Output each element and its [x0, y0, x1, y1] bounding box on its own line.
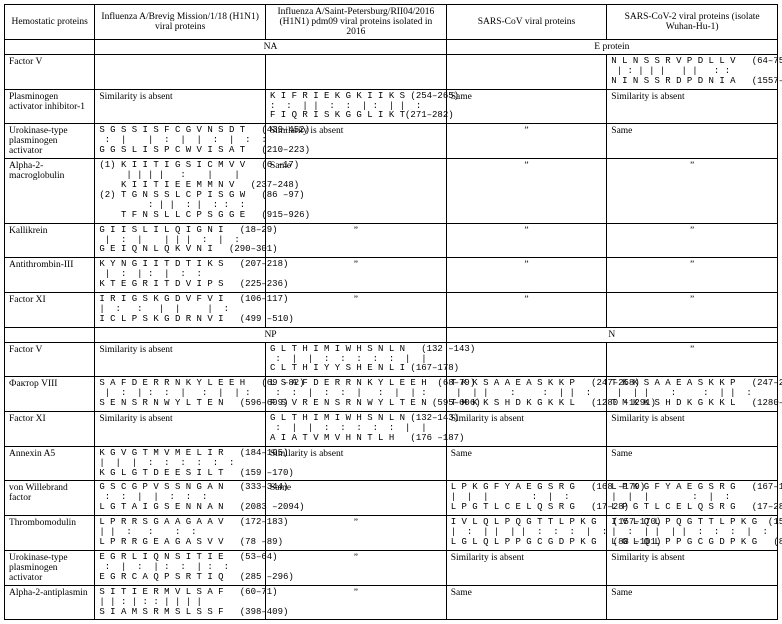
cell-sars-cov-2: Similarity is absent — [607, 412, 778, 447]
cell-influenza-2016: K I F R I E K G K I I K S (254–265) : : … — [266, 89, 447, 124]
protein-name: von Willebrand factor — [5, 481, 95, 516]
cell-sars-cov-2: Similarity is absent — [607, 550, 778, 585]
cell-influenza-1918: Similarity is absent — [95, 89, 266, 124]
cell-sars-cov-2: N L N S S R V P D L L V (64–75) | : | | … — [607, 55, 778, 90]
section-np: NP — [95, 327, 446, 342]
section-blank — [5, 327, 95, 342]
table-row: Factor V N L N S S R V P D L L V (64–75) … — [5, 55, 778, 90]
table-row: von Willebrand factorG S C G P V S S N G… — [5, 481, 778, 516]
cell-sars-cov-2: Same — [607, 446, 778, 481]
protein-name: Factor XI — [5, 412, 95, 447]
table-row: KallikreinG I I S L I L Q I G N I (18–29… — [5, 223, 778, 258]
cell-sars-cov-2: T K K S A A E A S K K P (247–258) | | | … — [607, 377, 778, 412]
cell-sars-cov-2: ” — [607, 258, 778, 293]
cell-sars-cov: ” — [446, 223, 607, 258]
table-row: Plasminogen activator inhibitor-1Similar… — [5, 89, 778, 124]
protein-name: Urokinase-type plasminogen activator — [5, 550, 95, 585]
header-sars-cov: SARS-CoV viral proteins — [446, 5, 607, 40]
cell-influenza-1918: S A F D E R R N K Y L E E H (69 –82) | :… — [95, 377, 266, 412]
cell-sars-cov-2: L P K G F Y A E G S R G (167–178) | | | … — [607, 481, 778, 516]
cell-sars-cov: Same — [446, 89, 607, 124]
cell-sars-cov: ” — [446, 159, 607, 223]
cell-sars-cov-2: I V L Q L P Q G T T L P K G (157–170) | … — [607, 516, 778, 551]
table-row: Alpha-2-antiplasminS I T I E R M V L S A… — [5, 585, 778, 620]
cell-influenza-2016: G L T H I M I W H S N L N (132 –143) : |… — [266, 342, 447, 377]
cell-influenza-1918: I R I G S K G D V F V I (106–117) | : : … — [95, 293, 266, 328]
table-row: ThrombomodulinL P R R S G A A G A A V (1… — [5, 516, 778, 551]
cell-influenza-1918: E G R L I Q N S I T I E (53–64) : | : | … — [95, 550, 266, 585]
cell-sars-cov: Same — [446, 446, 607, 481]
header-hemostatic: Hemostatic proteins — [5, 5, 95, 40]
protein-name: Kallikrein — [5, 223, 95, 258]
section-row: NPN — [5, 327, 778, 342]
cell-influenza-1918: L P R R S G A A G A A V (172–183) | | : … — [95, 516, 266, 551]
cell-influenza-1918: (1) K I I T I G S I C M V V (6 –17) | | … — [95, 159, 266, 223]
cell-sars-cov-2: ” — [607, 159, 778, 223]
cell-influenza-1918: K Y N G I I T D T I K S (207–218) | : | … — [95, 258, 266, 293]
protein-name: Factor V — [5, 55, 95, 90]
cell-sars-cov — [446, 55, 607, 90]
cell-influenza-2016: ” — [266, 258, 447, 293]
table-row: Factor XII R I G S K G D V F V I (106–11… — [5, 293, 778, 328]
cell-sars-cov: ” — [446, 258, 607, 293]
protein-name: Фактор VIII — [5, 377, 95, 412]
cell-influenza-1918: K G V G T M V M E L I R (184–195) | | | … — [95, 446, 266, 481]
cell-sars-cov: Similarity is absent — [446, 550, 607, 585]
protein-name: Urokinase-type plasminogen activator — [5, 124, 95, 159]
protein-name: Factor XI — [5, 293, 95, 328]
table-row: Factor VSimilarity is absentG L T H I M … — [5, 342, 778, 377]
cell-influenza-2016: ” — [266, 223, 447, 258]
protein-name: Plasminogen activator inhibitor-1 — [5, 89, 95, 124]
cell-influenza-1918: Similarity is absent — [95, 342, 266, 377]
cell-influenza-1918 — [95, 55, 266, 90]
section-e-protein: E protein — [446, 40, 777, 55]
cell-influenza-2016 — [266, 55, 447, 90]
cell-sars-cov-2: ” — [607, 342, 778, 377]
table-row: Фактор VIIIS A F D E R R N K Y L E E H (… — [5, 377, 778, 412]
cell-influenza-2016: L S A F D E R R N K Y L E E H (68–79) : … — [266, 377, 447, 412]
cell-sars-cov-2: ” — [607, 223, 778, 258]
cell-influenza-1918: G I I S L I L Q I G N I (18–29) | : | | … — [95, 223, 266, 258]
table-row: Antithrombin-IIIK Y N G I I T D T I K S … — [5, 258, 778, 293]
cell-sars-cov: ” — [446, 124, 607, 159]
header-sars-cov-2: SARS-CoV-2 viral proteins (isolate Wuhan… — [607, 5, 778, 40]
cell-influenza-1918: Similarity is absent — [95, 412, 266, 447]
protein-name: Alpha-2-macroglobulin — [5, 159, 95, 223]
header-influenza-1918: Influenza A/Brevig Mission/1/18 (H1N1) v… — [95, 5, 266, 40]
header-influenza-2016: Influenza A/Saint-Petersburg/RII04/2016 … — [266, 5, 447, 40]
cell-sars-cov: L P K G F Y A E G S R G (168 –179) | | |… — [446, 481, 607, 516]
cell-sars-cov-2: Same — [607, 585, 778, 620]
table-row: Factor XISimilarity is absentG L T H I M… — [5, 412, 778, 447]
cell-influenza-2016: ” — [266, 585, 447, 620]
protein-name: Alpha-2-antiplasmin — [5, 585, 95, 620]
cell-sars-cov: T K K S A A E A S K K P (247–258) | | | … — [446, 377, 607, 412]
section-na: NA — [95, 40, 446, 55]
cell-influenza-2016: ” — [266, 516, 447, 551]
section-n: N — [446, 327, 777, 342]
cell-sars-cov-2: Similarity is absent — [607, 89, 778, 124]
table-row: Urokinase-type plasminogen activatorS G … — [5, 124, 778, 159]
cell-influenza-2016: G L T H I M I W H S N L N (132–143) : | … — [266, 412, 447, 447]
cell-influenza-1918: G S C G P V S S N G A N (333–344) : : | … — [95, 481, 266, 516]
protein-name: Annexin A5 — [5, 446, 95, 481]
cell-sars-cov: I V L Q L P Q G T T L P K G (157–170) | … — [446, 516, 607, 551]
cell-sars-cov: Similarity is absent — [446, 412, 607, 447]
protein-name: Antithrombin-III — [5, 258, 95, 293]
table-row: Alpha-2-macroglobulin(1) K I I T I G S I… — [5, 159, 778, 223]
table-row: Annexin A5K G V G T M V M E L I R (184–1… — [5, 446, 778, 481]
cell-influenza-1918: S I T I E R M V L S A F (60–71) | | : | … — [95, 585, 266, 620]
header-row: Hemostatic proteins Influenza A/Brevig M… — [5, 5, 778, 40]
comparison-table: Hemostatic proteins Influenza A/Brevig M… — [4, 4, 778, 620]
cell-influenza-1918: S G S S I S F C G V N S D T (439–452) : … — [95, 124, 266, 159]
cell-sars-cov-2: ” — [607, 293, 778, 328]
cell-sars-cov: ” — [446, 293, 607, 328]
table-row: Urokinase-type plasminogen activatorE G … — [5, 550, 778, 585]
protein-name: Factor V — [5, 342, 95, 377]
section-row: NAE protein — [5, 40, 778, 55]
cell-influenza-2016: ” — [266, 550, 447, 585]
protein-name: Thrombomodulin — [5, 516, 95, 551]
cell-sars-cov-2: Same — [607, 124, 778, 159]
section-blank — [5, 40, 95, 55]
cell-sars-cov: Same — [446, 585, 607, 620]
